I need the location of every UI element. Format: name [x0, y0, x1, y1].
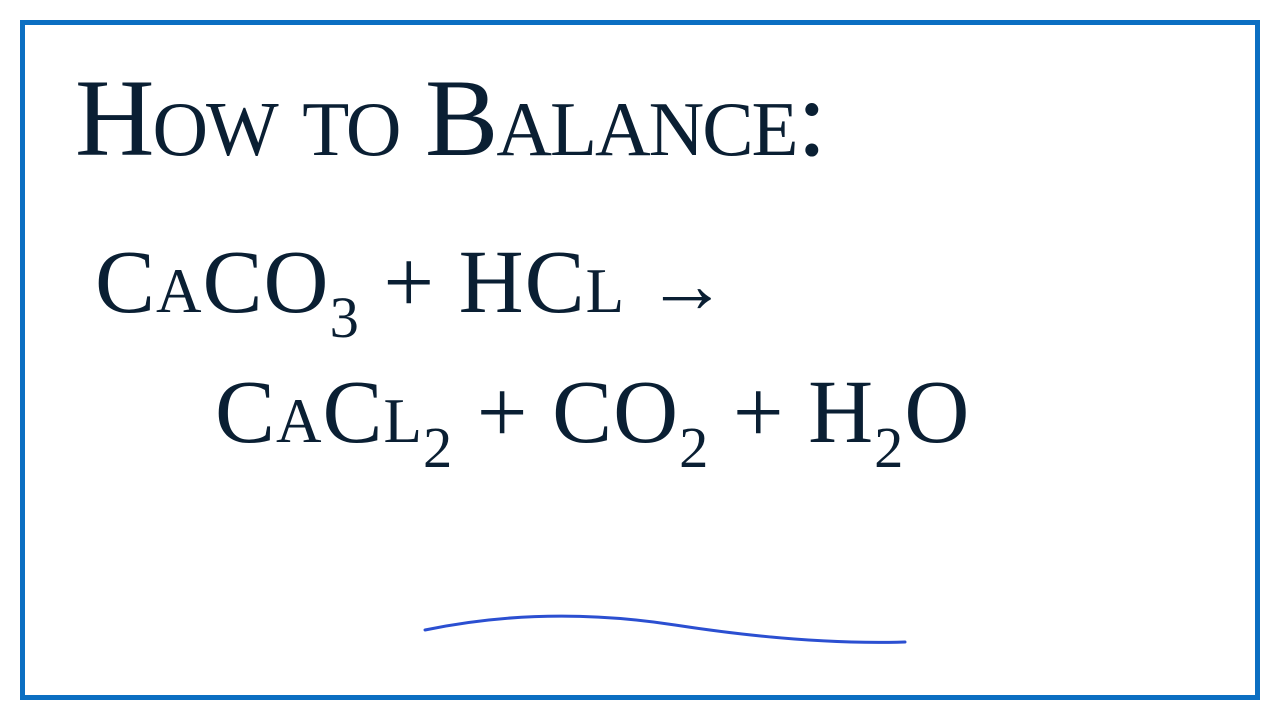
slide-frame: How to Balance: CaCO3 + HCl → CaCl2 + CO… — [20, 20, 1260, 700]
equation-reactants-line: CaCO3 + HCl → — [95, 222, 1205, 352]
chemical-equation: CaCO3 + HCl → CaCl2 + CO2 + H2O — [75, 222, 1205, 482]
hand-underline — [415, 600, 915, 660]
subscript-2c: 2 — [874, 415, 904, 480]
slide-heading: How to Balance: — [75, 55, 1205, 182]
product-h2o-h: H — [808, 363, 874, 462]
subscript-2a: 2 — [423, 415, 453, 480]
subscript-3: 3 — [330, 285, 360, 350]
plus-2: + — [453, 363, 552, 462]
equation-products-line: CaCl2 + CO2 + H2O — [95, 352, 1205, 482]
product-cacl2: CaCl — [215, 363, 423, 462]
plus-3: + — [709, 363, 808, 462]
reactant-hcl: HCl — [459, 233, 626, 332]
plus-1: + — [360, 233, 459, 332]
reaction-arrow: → — [625, 240, 728, 330]
reactant-caco3: CaCO — [95, 233, 330, 332]
product-h2o-o: O — [904, 363, 970, 462]
underline-path — [425, 616, 905, 642]
product-co2: CO — [552, 363, 679, 462]
subscript-2b: 2 — [679, 415, 709, 480]
